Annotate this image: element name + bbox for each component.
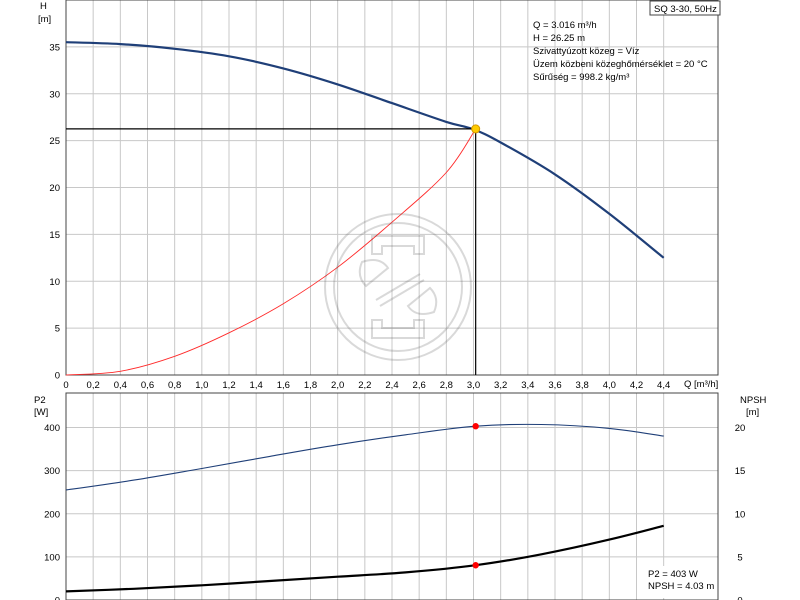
npsh-duty-point-marker (472, 562, 479, 569)
npsh-tick-label: 15 (735, 466, 746, 477)
pump-curve (65, 41, 665, 259)
flow-tick-label: 3,2 (494, 380, 507, 391)
head-tick-label: 35 (49, 42, 60, 53)
power-axis-title: P2 (34, 395, 46, 406)
flow-tick-label: 2,0 (331, 380, 344, 391)
flow-axis-label: Q [m³/h] (684, 379, 718, 390)
flow-tick-label: 3,4 (521, 380, 534, 391)
head-chart-x-ticks: 0 0,2 0,4 0,6 0,8 1,0 1,2 1,4 1,6 1,8 2,0 2,2 2,4 2,6… (63, 380, 670, 391)
power-tick-label: 400 (44, 423, 60, 434)
npsh-tick-label: 20 (735, 423, 746, 434)
watermark-logo (324, 213, 472, 361)
product-label: SQ 3-30, 50Hz (654, 4, 717, 15)
info-head: H = 26.25 m (533, 33, 585, 44)
p2-duty-point-marker (472, 423, 479, 430)
flow-tick-label: 0,8 (168, 380, 181, 391)
info-npsh: NPSH = 4.03 m (648, 581, 714, 592)
flow-tick-label: 2,2 (358, 380, 371, 391)
flow-tick-label: 0,6 (141, 380, 154, 391)
flow-tick-label: 0 (63, 380, 68, 391)
power-axis-unit: [W] (34, 407, 48, 418)
npsh-curve (65, 524, 664, 593)
head-tick-label: 5 (55, 324, 60, 335)
npsh-tick-label: 10 (735, 509, 746, 520)
power-tick-label: 0 (55, 596, 60, 600)
flow-tick-label: 2,6 (413, 380, 426, 391)
power-chart-frame (65, 392, 719, 600)
head-tick-label: 10 (49, 277, 60, 288)
power-chart-grid (65, 393, 718, 600)
info-temperature: Üzem közbeni közeghőmérséklet = 20 °C (533, 59, 708, 70)
info-density: Sűrűség = 998.2 kg/m³ (533, 72, 629, 83)
p2-curve (65, 423, 664, 491)
lower-info-box (646, 566, 717, 598)
head-tick-label: 15 (49, 230, 60, 241)
head-chart-grid (65, 0, 718, 376)
npsh-axis-ticks: 0 5 10 15 20 (735, 423, 746, 600)
power-tick-label: 200 (44, 509, 60, 520)
power-axis-ticks: 0 100 200 300 400 (44, 423, 60, 600)
flow-tick-label: 1,8 (304, 380, 317, 391)
head-tick-label: 25 (49, 136, 60, 147)
flow-tick-label: 4,4 (657, 380, 670, 391)
head-axis-title: H (40, 1, 47, 12)
flow-tick-label: 4,0 (603, 380, 616, 391)
info-flow: Q = 3.016 m³/h (533, 20, 597, 31)
flow-tick-label: 1,4 (250, 380, 263, 391)
flow-tick-label: 4,2 (630, 380, 643, 391)
head-chart: 0 0,2 0,4 0,6 0,8 1,0 1,2 1,4 1,6 1,8 2,0 2,2 2,4 2,6… (38, 0, 721, 391)
flow-tick-label: 2,4 (385, 380, 398, 391)
head-chart-y-ticks: 0 5 10 15 20 25 30 35 (49, 42, 60, 381)
info-medium: Szivattyúzott közeg = Víz (533, 46, 640, 57)
head-chart-frame (65, 0, 719, 376)
npsh-axis-title: NPSH (740, 395, 767, 406)
flow-tick-label: 0,4 (114, 380, 127, 391)
flow-tick-label: 1,6 (277, 380, 290, 391)
npsh-axis-unit: [m] (746, 407, 759, 418)
flow-tick-label: 3,8 (576, 380, 589, 391)
head-tick-label: 0 (55, 371, 60, 382)
power-tick-label: 100 (44, 552, 60, 563)
head-tick-label: 30 (49, 89, 60, 100)
flow-tick-label: 2,8 (440, 380, 453, 391)
power-tick-label: 300 (44, 466, 60, 477)
power-npsh-chart: 0 100 200 300 400 0 5 10 15 20 P2 [W] NPSH [m] P… (34, 392, 767, 600)
flow-tick-label: 1,2 (222, 380, 235, 391)
flow-tick-label: 3,0 (467, 380, 480, 391)
npsh-tick-label: 0 (737, 596, 742, 600)
head-tick-label: 20 (49, 183, 60, 194)
flow-tick-label: 0,2 (87, 380, 100, 391)
flow-tick-label: 3,6 (548, 380, 561, 391)
product-label-box (649, 0, 721, 16)
head-axis-unit: [m] (38, 14, 51, 25)
duty-point-marker (471, 124, 481, 134)
flow-tick-label: 1,0 (195, 380, 208, 391)
system-curve (65, 128, 477, 376)
info-p2: P2 = 403 W (648, 569, 698, 580)
npsh-tick-label: 5 (737, 552, 742, 563)
